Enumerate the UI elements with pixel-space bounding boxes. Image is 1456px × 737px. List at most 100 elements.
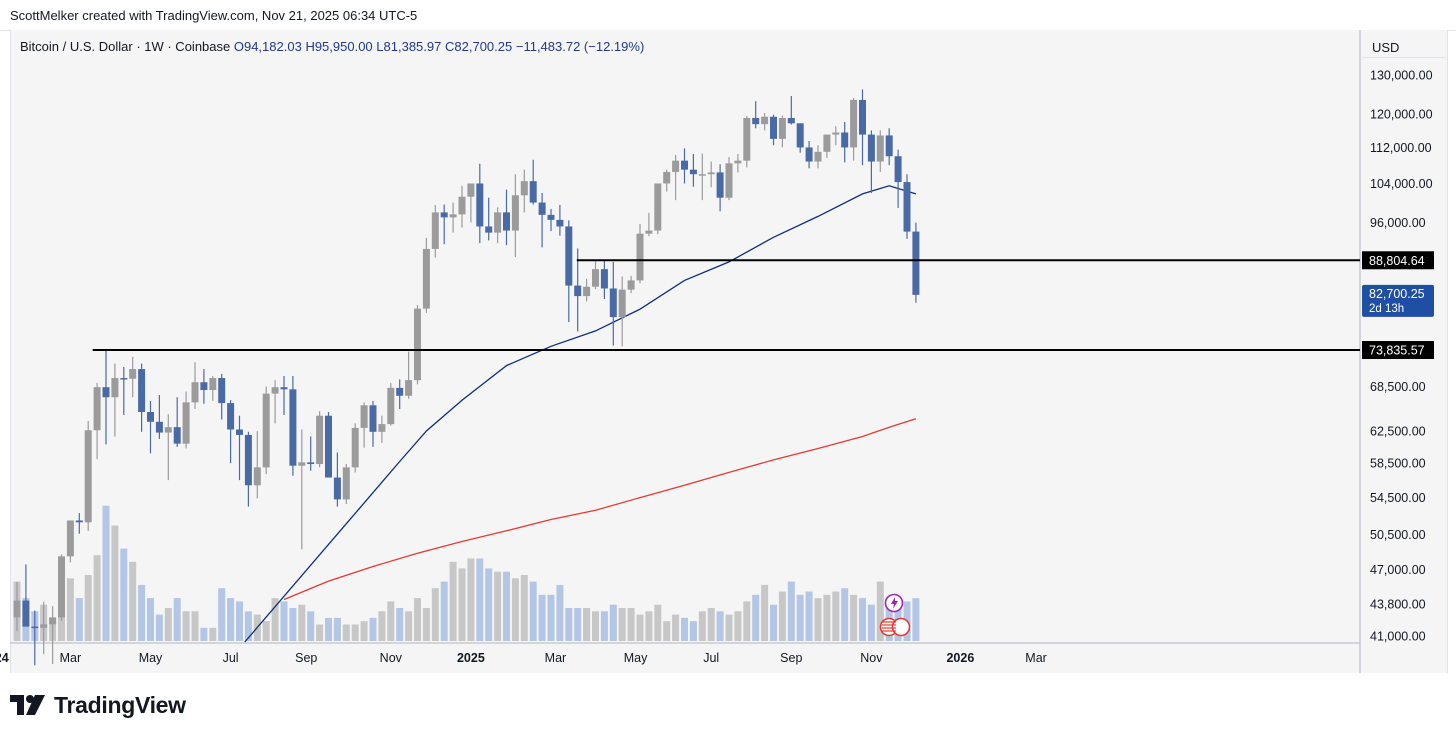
time-tick-label: Jul <box>703 651 719 665</box>
price-tick-label: 68,500.00 <box>1370 380 1426 394</box>
candle-body <box>236 429 243 435</box>
volume-bar <box>307 611 315 641</box>
candle-body <box>93 387 101 431</box>
volume-bar <box>120 548 128 641</box>
legend-change: −11,483.72 (−12.19%) <box>515 39 645 54</box>
candle-body <box>316 415 324 465</box>
volume-bar <box>912 598 920 641</box>
candle-body <box>262 393 270 468</box>
candle-body <box>600 269 608 289</box>
volume-bar <box>209 627 217 641</box>
candle-body <box>49 617 57 625</box>
candle-body <box>360 405 368 428</box>
price-tick-label: 96,000.00 <box>1370 216 1426 230</box>
price-tick-label: 104,000.00 <box>1370 177 1433 191</box>
candle-body <box>378 424 386 432</box>
volume-bar <box>378 611 386 641</box>
candle-body <box>253 467 261 486</box>
volume-bar <box>458 568 466 641</box>
volume-bar <box>244 611 252 641</box>
volume-bar <box>681 617 688 641</box>
candle-body <box>147 411 154 422</box>
volume-bar <box>325 617 332 641</box>
volume-bar <box>770 604 777 641</box>
currency-label[interactable]: USD <box>1362 34 1446 58</box>
volume-bar <box>609 604 617 641</box>
candle-body <box>467 183 475 197</box>
candle-body <box>761 116 769 125</box>
candle-body <box>58 556 65 618</box>
volume-bar <box>618 608 626 641</box>
candle-body <box>903 182 911 232</box>
candle-body <box>298 462 306 466</box>
volume-bar <box>592 611 599 641</box>
candle-body <box>22 600 30 627</box>
volume-bars <box>13 505 920 641</box>
ma-fast-line <box>244 185 917 643</box>
candle-body <box>503 212 510 231</box>
time-tick-label: Nov <box>860 651 883 665</box>
time-tick-label: May <box>139 651 163 665</box>
volume-bar <box>271 598 279 641</box>
candle-body <box>823 134 831 152</box>
volume-bar <box>529 581 537 641</box>
candle-body <box>138 369 146 412</box>
volume-bar <box>440 581 448 641</box>
candle-body <box>511 195 519 231</box>
candle-body <box>876 135 884 162</box>
candle-body <box>289 389 297 466</box>
volume-bar <box>574 608 582 641</box>
volume-bar <box>200 627 208 641</box>
volume-bar <box>707 608 715 641</box>
volume-bar <box>316 624 324 641</box>
volume-bar <box>503 571 510 641</box>
volume-bar <box>814 598 822 641</box>
candle-body <box>885 135 893 157</box>
time-tick-label: Mar <box>1025 651 1047 665</box>
candle-body <box>681 160 688 170</box>
candle-body <box>609 288 617 318</box>
volume-bar <box>511 578 519 641</box>
volume-bar <box>129 561 137 641</box>
candle-body <box>859 99 866 135</box>
candle-body <box>476 183 484 227</box>
time-tick-label: 2025 <box>457 651 485 665</box>
candle-body <box>867 134 875 162</box>
candle-body <box>547 214 555 220</box>
candle-body <box>325 415 332 478</box>
candle-body <box>164 427 172 433</box>
candle-body <box>698 174 706 176</box>
candle-body <box>129 369 137 379</box>
level-price-tag <box>1362 251 1434 270</box>
volume-bar <box>663 621 671 641</box>
candle-body <box>529 181 537 203</box>
bar-countdown-label: 2d 13h <box>1369 303 1404 315</box>
volume-bar <box>476 558 484 641</box>
time-tick-label: 2026 <box>946 651 974 665</box>
candle-body <box>84 430 92 523</box>
chart-area[interactable] <box>10 30 1448 673</box>
candle-body <box>850 99 858 148</box>
candle-body <box>200 382 208 391</box>
candle-body <box>485 226 493 233</box>
volume-bar <box>369 617 377 641</box>
volume-bar <box>876 581 884 641</box>
time-tick-label: Nov <box>380 651 403 665</box>
volume-bar <box>761 584 769 641</box>
legend-high: H95,950.00 <box>305 39 373 54</box>
candle-body <box>574 285 582 297</box>
time-tick-label: Jul <box>223 651 239 665</box>
volume-bar <box>565 608 573 641</box>
volume-bar <box>236 601 243 641</box>
level-price-tag <box>1362 341 1434 360</box>
volume-bar <box>636 614 644 641</box>
price-tick-label: 130,000.00 <box>1370 69 1433 83</box>
time-tick-label: May <box>624 651 648 665</box>
volume-bar <box>538 594 546 641</box>
level-price-label: 88,804.64 <box>1369 254 1425 268</box>
volume-bar <box>778 591 786 641</box>
candle-body <box>565 226 573 286</box>
candle-body <box>770 116 777 139</box>
candle-body <box>707 172 715 175</box>
